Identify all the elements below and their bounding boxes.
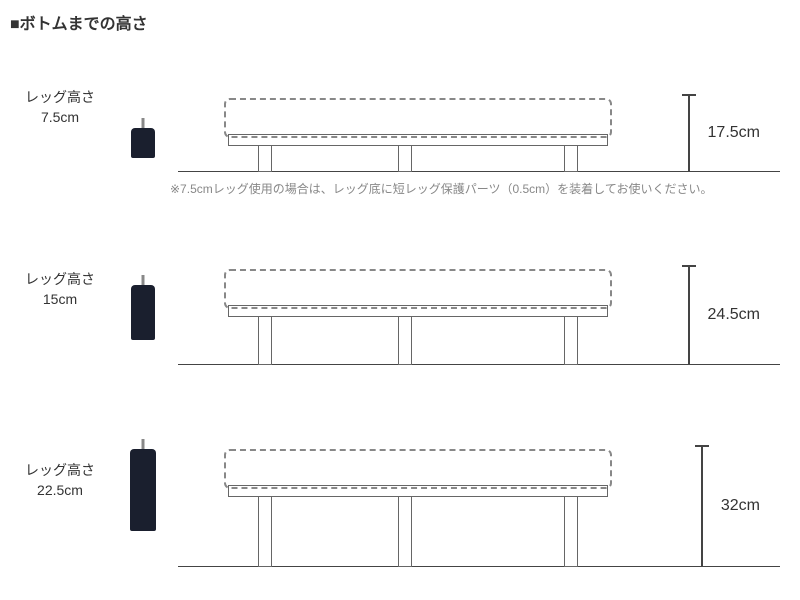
measure-line	[688, 265, 690, 365]
height-row: レッグ高さ7.5cm 17.5cm	[10, 44, 790, 172]
leg-label-value: 22.5cm	[10, 481, 110, 501]
bed-diagram: 17.5cm	[168, 44, 790, 172]
bed-leg	[564, 497, 578, 567]
height-row: レッグ高さ22.5cm 32cm	[10, 395, 790, 567]
height-measure: 17.5cm	[688, 94, 760, 172]
measure-value: 24.5cm	[708, 306, 760, 324]
leg-label-title: レッグ高さ	[10, 270, 110, 290]
bed-mattress-outline	[224, 98, 612, 138]
leg-label: レッグ高さ15cm	[10, 270, 110, 309]
leg-icon-wrapper	[118, 240, 168, 340]
leg-label-title: レッグ高さ	[10, 88, 110, 108]
measure-value: 17.5cm	[708, 124, 760, 142]
leg-label: レッグ高さ7.5cm	[10, 88, 110, 127]
leg-label-value: 7.5cm	[10, 108, 110, 128]
leg-icon	[131, 285, 155, 340]
bed-mattress-outline	[224, 449, 612, 489]
bed-leg	[258, 317, 272, 365]
leg-pin-icon	[142, 118, 145, 128]
bed-assembly	[228, 445, 608, 567]
bed-leg	[564, 317, 578, 365]
bed-diagram: 32cm	[168, 395, 790, 567]
height-measure: 24.5cm	[688, 265, 760, 365]
bed-leg	[398, 317, 412, 365]
measure-line	[701, 445, 703, 567]
measure-value: 32cm	[721, 497, 760, 515]
height-measure: 32cm	[701, 445, 760, 567]
leg-icon-wrapper	[118, 58, 168, 158]
spacer	[10, 575, 790, 597]
spacer	[10, 373, 790, 395]
height-row: レッグ高さ15cm 24.5cm	[10, 215, 790, 365]
leg-label-title: レッグ高さ	[10, 461, 110, 481]
bed-leg	[258, 497, 272, 567]
bed-assembly	[228, 94, 608, 172]
leg-pin-icon	[142, 439, 145, 449]
leg-label: レッグ高さ22.5cm	[10, 461, 110, 500]
usage-note: ※7.5cmレッグ使用の場合は、レッグ底に短レッグ保護パーツ（0.5cm）を装着…	[170, 180, 790, 197]
bed-leg	[398, 146, 412, 172]
bed-leg	[258, 146, 272, 172]
bed-leg	[564, 146, 578, 172]
page-title: ■ボトムまでの高さ	[10, 10, 790, 34]
bed-assembly	[228, 265, 608, 365]
bed-leg	[398, 497, 412, 567]
leg-icon	[130, 449, 156, 531]
leg-icon-wrapper	[118, 431, 168, 531]
leg-icon	[131, 128, 155, 158]
measure-line	[688, 94, 690, 172]
leg-label-value: 15cm	[10, 290, 110, 310]
leg-pin-icon	[142, 275, 145, 285]
bed-diagram: 24.5cm	[168, 215, 790, 365]
bed-mattress-outline	[224, 269, 612, 309]
